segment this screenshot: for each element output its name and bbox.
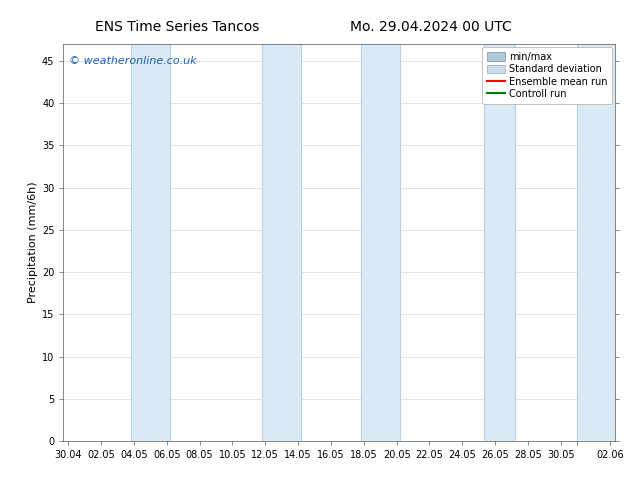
- Bar: [131, 44, 170, 441]
- Y-axis label: Precipitation (mm/6h): Precipitation (mm/6h): [28, 182, 37, 303]
- Bar: [577, 44, 615, 441]
- Bar: [484, 44, 515, 441]
- Text: © weatheronline.co.uk: © weatheronline.co.uk: [69, 56, 197, 66]
- Bar: [361, 44, 400, 441]
- Legend: min/max, Standard deviation, Ensemble mean run, Controll run: min/max, Standard deviation, Ensemble me…: [482, 47, 612, 104]
- Bar: [262, 44, 301, 441]
- Text: Mo. 29.04.2024 00 UTC: Mo. 29.04.2024 00 UTC: [350, 20, 512, 34]
- Text: ENS Time Series Tancos: ENS Time Series Tancos: [95, 20, 260, 34]
